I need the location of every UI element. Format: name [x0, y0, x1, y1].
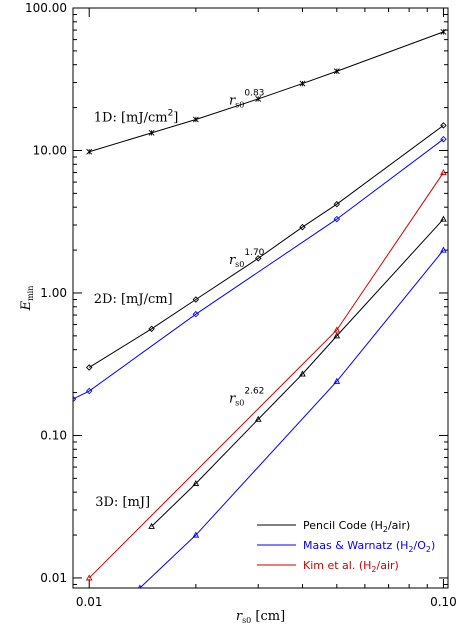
- axes: 0.01 0.10 1.00 10.00 100.00 0.01 0.10 rs0 [cm] E…: [19, 1, 457, 625]
- data-point-triangle: [440, 246, 447, 253]
- series-4: [137, 246, 447, 588]
- series-line: [89, 31, 444, 153]
- data-point-triangle: [333, 377, 341, 384]
- y-tick-label: 0.01: [40, 571, 67, 585]
- data-point-star: [255, 96, 262, 102]
- data-point-star: [333, 68, 340, 75]
- data-point-triangle: [137, 584, 142, 588]
- data-point-triangle: [192, 531, 200, 538]
- data-point-diamond: [333, 215, 341, 223]
- data-point-diamond: [85, 364, 93, 371]
- series-3: [73, 135, 447, 403]
- data-point-star: [86, 148, 93, 155]
- series-0: [86, 28, 447, 155]
- series-line: [88, 172, 444, 579]
- label-1d: 1D: [mJ/cm2]: [94, 108, 179, 125]
- series-line: [88, 124, 444, 368]
- label-2d: 2D: [mJ/cm]: [94, 292, 173, 307]
- plot-frame: [72, 7, 449, 589]
- legend-entry: Pencil Code (H2/air): [257, 519, 410, 534]
- y-axis-label: Emin: [19, 286, 35, 312]
- series-1: [85, 122, 447, 371]
- series-5: [85, 169, 447, 581]
- data-point-triangle: [440, 215, 447, 222]
- series-line: [73, 138, 444, 400]
- data-point-triangle: [440, 169, 447, 176]
- data-point-star: [440, 28, 447, 35]
- y-tick-label: 10.00: [33, 143, 67, 157]
- y-tick-label: 1.00: [40, 286, 67, 300]
- legend-label: Maas & Warnatz (H2/O2): [303, 539, 435, 554]
- data-point-triangle: [85, 574, 93, 581]
- slope-1d: rs00.83: [229, 89, 264, 110]
- data-point-diamond: [254, 255, 262, 262]
- series-line: [139, 249, 444, 588]
- data-point-triangle: [333, 326, 341, 333]
- x-tick-label: 0.10: [430, 595, 457, 609]
- x-tick-label: 0.01: [76, 595, 103, 609]
- y-tick-label: 0.10: [40, 428, 67, 442]
- data-point-diamond: [440, 122, 447, 129]
- series-line: [151, 218, 444, 527]
- data-point-diamond: [148, 325, 155, 333]
- data-point-triangle: [192, 479, 200, 487]
- series-group: [73, 28, 447, 588]
- legend-entry: Maas & Warnatz (H2/O2): [257, 539, 435, 554]
- data-point-diamond: [85, 387, 93, 395]
- legend: Pencil Code (H2/air) Maas & Warnatz (H2/O…: [257, 519, 435, 574]
- data-point-star: [148, 129, 155, 136]
- data-point-triangle: [254, 415, 262, 422]
- data-point-diamond: [192, 296, 200, 303]
- data-point-star: [192, 116, 199, 123]
- data-point-diamond: [299, 223, 306, 231]
- data-point-star: [299, 80, 306, 87]
- legend-entry: Kim et al. (H2/air): [257, 559, 399, 574]
- data-point-triangle: [148, 522, 155, 529]
- data-point-diamond: [333, 200, 341, 208]
- data-point-diamond: [192, 310, 200, 318]
- data-point-diamond: [440, 135, 447, 143]
- slope-3d: rs02.62: [229, 387, 264, 408]
- legend-label: Kim et al. (H2/air): [303, 559, 399, 574]
- slope-2d: rs01.70: [229, 248, 265, 269]
- data-point-triangle: [299, 370, 306, 377]
- y-tick-label: 100.00: [25, 1, 67, 15]
- data-point-triangle: [333, 332, 341, 339]
- annotations: 1D: [mJ/cm2] 2D: [mJ/cm] 3D: [mJ] rs00.83 rs…: [94, 89, 265, 510]
- data-point-diamond: [73, 395, 77, 403]
- label-3d: 3D: [mJ]: [95, 495, 150, 510]
- series-2: [148, 215, 447, 529]
- x-axis-label: rs0 [cm]: [236, 609, 285, 625]
- legend-label: Pencil Code (H2/air): [303, 519, 410, 534]
